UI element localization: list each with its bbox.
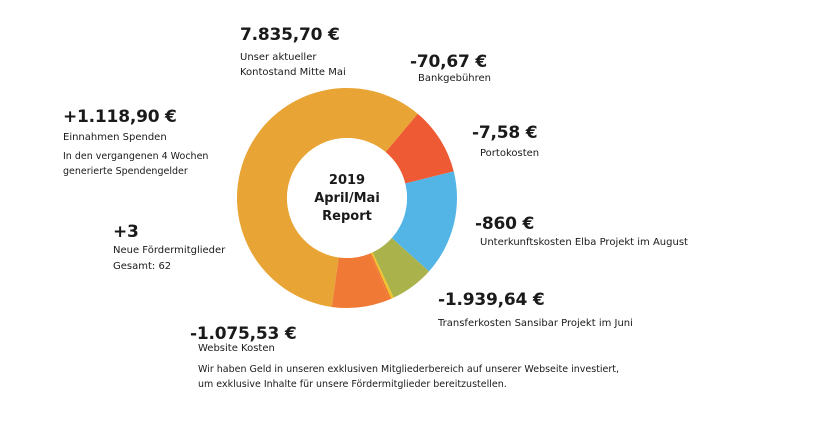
center-text-year: 2019 [329,173,365,188]
slice-balance [236,88,418,307]
slice-lodging [391,171,457,272]
balance-amount: 7.835,70 € [240,25,340,45]
slice-postage2 [370,252,392,300]
members-label-line1: Neue Fördermitglieder [113,245,226,256]
donations-desc-line2: generierte Spendengelder [63,166,188,177]
balance-label-line2: Kontostand Mitte Mai [240,67,346,78]
donations-desc-line1: In den vergangenen 4 Wochen [63,151,209,162]
slice-postage [371,252,394,299]
lodging-amount: -860 € [475,214,535,234]
balance-label-line1: Unser aktueller [240,52,317,63]
bank-fees-amount: -70,67 € [410,52,487,72]
donations-label: Einnahmen Spenden [63,132,167,143]
postage-label: Portokosten [480,148,540,159]
website-amount: -1.075,53 € [190,324,297,344]
members-amount: +3 [113,222,139,242]
lodging-label: Unterkunftskosten Elba Projekt im August [480,237,688,248]
slice-website [331,253,390,309]
donut-hole [287,138,407,258]
bank-fees-label: Bankgebühren [418,73,492,84]
donut-slices [236,88,457,309]
website-desc-line2: um exklusive Inhalte für unsere Fördermi… [198,379,507,390]
website-desc-line1: Wir haben Geld in unseren exklusiven Mit… [198,364,620,375]
slice-transfer [372,237,430,298]
donations-amount: +1.118,90 € [63,107,177,127]
transfer-label: Transferkosten Sansibar Projekt im Juni [438,318,633,329]
center-text-report: Report [322,209,372,224]
transfer-amount: -1.939,64 € [438,290,545,310]
members-label-line2: Gesamt: 62 [113,261,172,272]
center-text-period: April/Mai [314,191,380,206]
postage-amount: -7,58 € [472,123,538,143]
website-label: Website Kosten [198,343,275,354]
slice-bank [385,113,454,184]
